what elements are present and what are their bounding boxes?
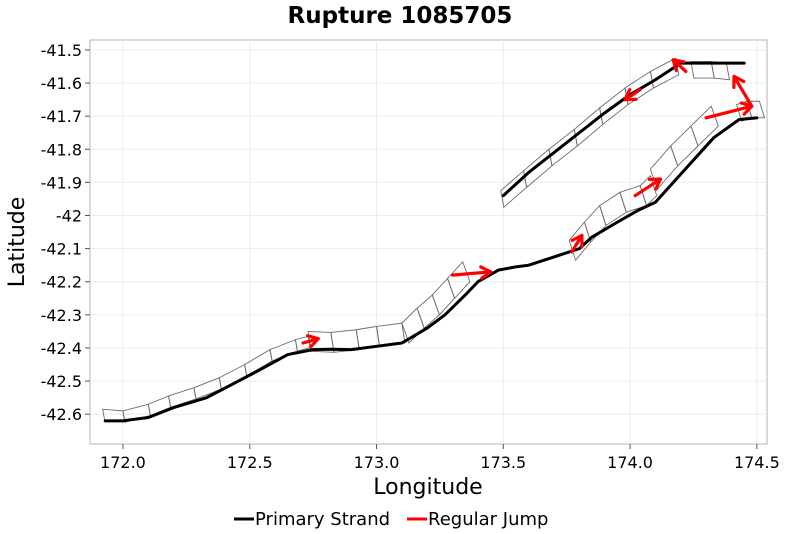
primary-strand-line — [103, 116, 759, 423]
x-tick-label: 174.5 — [734, 453, 780, 472]
regular-jump-arrow — [732, 74, 754, 108]
fault-subsection — [376, 322, 406, 347]
regular-jump-arrow — [671, 58, 688, 74]
plot-area — [89, 39, 768, 445]
y-tick-label: -42.5 — [41, 372, 82, 391]
y-tick-label: -41.8 — [41, 140, 82, 159]
x-tick-label: 174.0 — [607, 453, 653, 472]
regular-jump-arrow — [450, 265, 493, 280]
y-tick-label: -41.6 — [41, 74, 82, 93]
y-tick-label: -42.6 — [41, 405, 82, 424]
y-tick-label: -42 — [56, 207, 82, 226]
grid — [90, 40, 767, 444]
x-axis-ticks: 172.0 172.5 173.0 173.5 174.0 174.5 — [100, 444, 780, 472]
y-tick-label: -42.3 — [41, 306, 82, 325]
chart-title: Rupture 1085705 — [288, 3, 513, 29]
y-tick-label: -41.7 — [41, 107, 82, 126]
fault-subsection — [447, 261, 471, 300]
regular-jump-arrows — [301, 58, 754, 349]
fault-subsection — [639, 174, 658, 207]
legend: Primary Strand Regular Jump — [234, 509, 548, 530]
fault-subsection — [746, 100, 766, 119]
regular-jump-arrow — [570, 233, 584, 254]
x-tick-label: 172.5 — [227, 453, 273, 472]
y-axis-ticks: -41.5 -41.6 -41.7 -41.8 -41.9 -42 -42.1 -42.2 -4… — [41, 41, 90, 424]
primary-strand-lines — [103, 61, 759, 423]
x-tick-label: 173.0 — [354, 453, 400, 472]
regular-jump-arrow — [633, 177, 663, 198]
primary-strand-line — [501, 61, 746, 198]
y-tick-label: -42.4 — [41, 339, 82, 358]
x-tick-label: 173.5 — [480, 453, 526, 472]
regular-jump-arrow — [301, 334, 320, 349]
legend-primary-strand-label: Primary Strand — [255, 509, 390, 530]
regular-jump-arrow — [623, 88, 642, 102]
fault-subsection — [690, 105, 719, 147]
y-tick-label: -42.1 — [41, 240, 82, 259]
legend-regular-jump-label: Regular Jump — [428, 509, 548, 530]
y-tick-label: -41.5 — [41, 41, 82, 60]
y-tick-label: -42.2 — [41, 273, 82, 292]
x-tick-label: 172.0 — [100, 453, 146, 472]
y-axis-label: Latitude — [5, 197, 30, 288]
x-axis-label: Longitude — [373, 475, 482, 500]
y-tick-label: -41.9 — [41, 173, 82, 192]
